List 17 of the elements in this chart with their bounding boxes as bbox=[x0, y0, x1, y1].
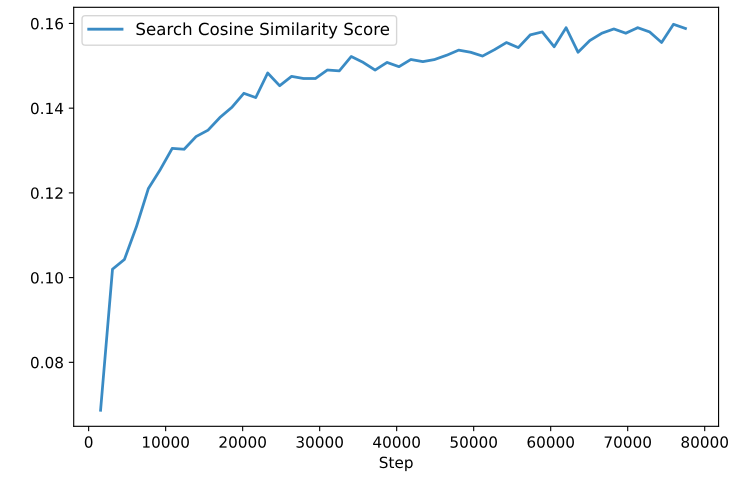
y-tick-label: 0.14 bbox=[30, 102, 64, 114]
y-tick-label: 0.16 bbox=[30, 18, 64, 30]
y-tick-label: 0.08 bbox=[30, 356, 63, 368]
x-tick-label: 50000 bbox=[450, 436, 497, 448]
x-tick-label: 80000 bbox=[681, 436, 728, 448]
x-tick-label: 40000 bbox=[373, 436, 420, 448]
y-tick-label: 0.12 bbox=[30, 187, 62, 199]
x-tick-label: 20000 bbox=[219, 436, 266, 448]
x-axis-title: Step bbox=[380, 456, 413, 472]
legend-label: Search Cosine Similarity Score bbox=[136, 22, 390, 38]
x-tick-label: 10000 bbox=[143, 436, 189, 448]
x-tick-label: 30000 bbox=[296, 436, 343, 448]
x-tick-label: 70000 bbox=[604, 436, 651, 448]
x-tick-label: 0 bbox=[84, 436, 92, 448]
x-tick-label: 60000 bbox=[527, 436, 574, 448]
y-tick-label: 0.10 bbox=[30, 272, 63, 284]
line-series bbox=[99, 22, 687, 412]
